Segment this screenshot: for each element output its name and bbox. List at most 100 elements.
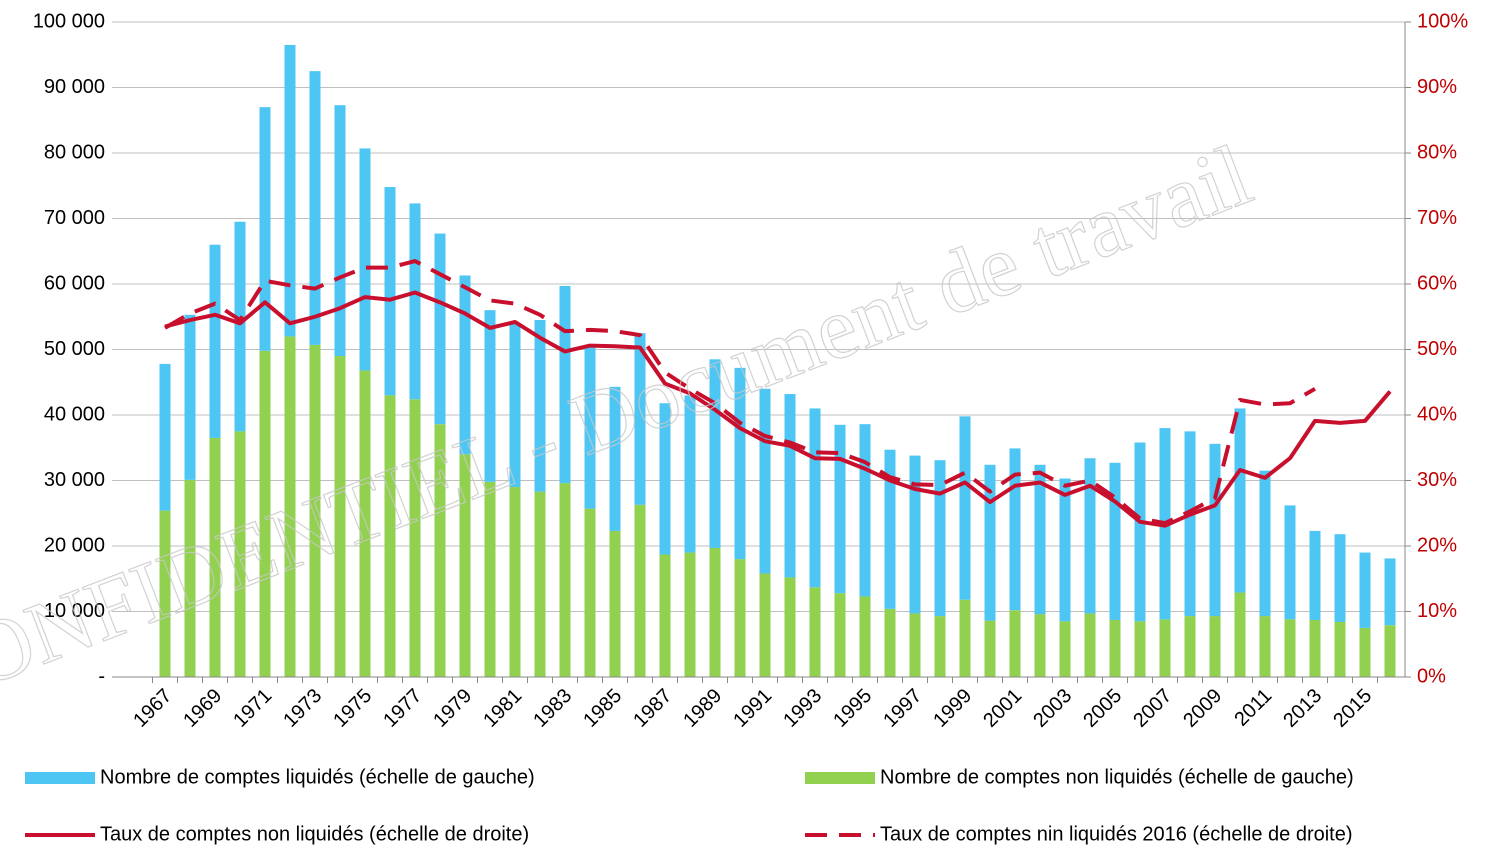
bar-segment [334, 356, 346, 677]
line-series [164, 290, 1392, 528]
bar-segment [259, 350, 271, 677]
bar-segment [784, 394, 796, 578]
bar-segment [1359, 552, 1371, 628]
bar-segment [709, 547, 721, 677]
legend-label: Nombre de comptes liquidés (échelle de g… [100, 766, 535, 788]
y2-tick-label: 70% [1417, 207, 1457, 229]
x-tick-label: 2011 [1230, 685, 1276, 731]
y2-tick-label: 90% [1417, 76, 1457, 98]
x-tick-label: 1999 [929, 685, 976, 732]
bar-segment [1184, 616, 1196, 677]
bar-segment [1334, 621, 1346, 677]
bar-segment [1084, 458, 1096, 614]
legend-swatch [805, 772, 875, 784]
x-tick-label: 1989 [679, 685, 726, 732]
x-tick-label: 1997 [879, 685, 926, 732]
bar-segment [1259, 470, 1271, 617]
bar-segment [459, 454, 471, 677]
bar-segment [884, 449, 896, 609]
bar-segment [1234, 408, 1246, 593]
legend-swatch [25, 772, 95, 784]
bar-segment [959, 599, 971, 677]
bar-segment [434, 424, 446, 677]
bar-segment [809, 587, 821, 677]
legend-label: Nombre de comptes non liquidés (échelle … [880, 766, 1354, 788]
bar-segment [734, 559, 746, 677]
bar-segment [559, 483, 571, 677]
bar-segment [184, 314, 196, 480]
bar-segment [509, 323, 521, 488]
bar-segment [159, 363, 171, 511]
bar-segment [1034, 464, 1046, 615]
y2-tick-label: 30% [1417, 469, 1457, 491]
bar-segment [1334, 534, 1346, 622]
bar-segment [634, 504, 646, 677]
y2-tick-label: 40% [1417, 403, 1457, 425]
bar-segment [509, 487, 521, 677]
bar-segment [1159, 619, 1171, 677]
bar-segment [1134, 621, 1146, 677]
bar-segment [659, 554, 671, 677]
x-tick-label: 1973 [279, 685, 326, 732]
bar-segment [284, 44, 296, 337]
bar-segment [234, 431, 246, 677]
x-tick-label: 2001 [979, 685, 1026, 732]
bar-segment [184, 479, 196, 677]
legend-label: Taux de comptes non liquidés (échelle de… [100, 823, 529, 845]
bar-segment [1234, 592, 1246, 677]
bar-segment [284, 336, 296, 677]
bar-segment [534, 491, 546, 677]
bar-segment [634, 333, 646, 505]
bar-segment [1384, 558, 1396, 626]
y2-tick-label: 20% [1417, 534, 1457, 556]
bar-segment [709, 359, 721, 548]
y-tick-label: 60 000 [44, 272, 105, 294]
bar-segment [1209, 443, 1221, 617]
bar-segment [1384, 625, 1396, 677]
x-tick-label: 1987 [629, 685, 676, 732]
bar-segment [209, 244, 221, 438]
bar-segment [359, 148, 371, 371]
y2-tick-label: 80% [1417, 141, 1457, 163]
bar-segment [1084, 613, 1096, 677]
x-tick-label: 1983 [529, 685, 576, 732]
x-tick-label: 2003 [1029, 685, 1076, 732]
bar-segment [309, 344, 321, 677]
bar-segment [759, 573, 771, 677]
x-tick-label: 1985 [579, 685, 626, 732]
bar-segment [684, 395, 696, 553]
bar-segment [384, 187, 396, 396]
bar-segment [584, 508, 596, 677]
bar-segment [559, 285, 571, 484]
bar-segment [534, 320, 546, 492]
y2-tick-label: 100% [1417, 10, 1468, 32]
x-tick-label: 2009 [1179, 685, 1226, 732]
y-tick-label: 70 000 [44, 207, 105, 229]
y2-tick-label: 60% [1417, 272, 1457, 294]
x-tick-label: 1993 [779, 685, 826, 732]
x-tick-label: 1991 [729, 685, 776, 732]
x-tick-label: 1967 [129, 685, 176, 732]
bar-segment [1109, 462, 1121, 621]
x-tick-label: 1977 [379, 685, 426, 732]
bar-segment [1284, 619, 1296, 677]
bar-segment [834, 593, 846, 677]
bar-segment [1184, 431, 1196, 617]
bar-segment [409, 203, 421, 400]
bar-segment [1034, 614, 1046, 677]
bar-segment [1134, 442, 1146, 622]
y2-tick-label: 10% [1417, 600, 1457, 622]
bar-segment [1209, 616, 1221, 677]
x-tick-label: 2007 [1129, 685, 1176, 732]
bar-segment [934, 460, 946, 617]
bar-segment [234, 221, 246, 432]
x-tick-label: 2005 [1079, 685, 1126, 732]
legend-label: Taux de comptes nin liquidés 2016 (échel… [880, 823, 1353, 845]
bar-segment [1109, 620, 1121, 677]
bar-segment [734, 367, 746, 560]
y2-tick-label: 50% [1417, 338, 1457, 360]
x-tick-label: 1971 [229, 685, 276, 732]
bar-segment [859, 596, 871, 677]
y2-tick-label: 0% [1417, 665, 1446, 687]
